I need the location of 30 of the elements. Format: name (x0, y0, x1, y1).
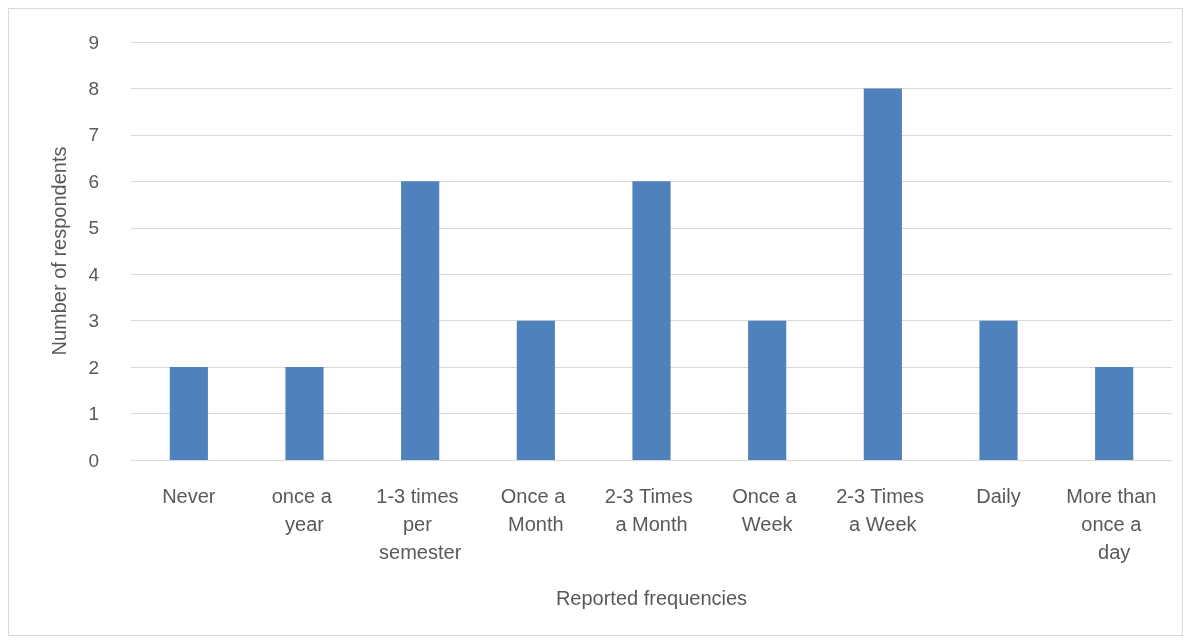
x-tick-label: Never (162, 485, 216, 507)
x-tick-label: Once a Month (500, 485, 571, 535)
bar (863, 88, 902, 460)
x-tick-label: Once a Week (732, 485, 803, 535)
bar (516, 320, 555, 460)
y-tick-label: 3 (88, 310, 99, 332)
y-tick-label: 4 (88, 263, 100, 285)
y-tick-label: 2 (88, 356, 99, 378)
x-tick-label: 1-3 times per semester (376, 485, 465, 563)
x-tick-label: once a year (271, 485, 338, 535)
x-tick-label: More than once a day (1066, 485, 1162, 563)
y-tick-label: 7 (88, 124, 99, 146)
y-tick-label: 1 (88, 403, 99, 425)
y-tick-label: 5 (88, 217, 99, 239)
x-tick-label: 2-3 Times a Month (604, 485, 699, 535)
x-tick-label: Daily (976, 485, 1021, 507)
x-tick-label: 2-3 Times a Week (836, 485, 930, 535)
y-tick-label: 8 (88, 77, 99, 99)
bar (401, 181, 440, 460)
y-tick-label: 9 (88, 31, 99, 53)
bar (285, 367, 324, 460)
bar (169, 367, 208, 460)
bar (1095, 367, 1134, 460)
bar (748, 320, 787, 460)
y-tick-label: 6 (88, 170, 99, 192)
y-axis-title: Number of respondents (48, 146, 70, 356)
bar (632, 181, 671, 460)
bar (979, 320, 1018, 460)
x-axis-title: Reported frequencies (555, 587, 748, 609)
y-tick-label: 0 (88, 449, 99, 471)
